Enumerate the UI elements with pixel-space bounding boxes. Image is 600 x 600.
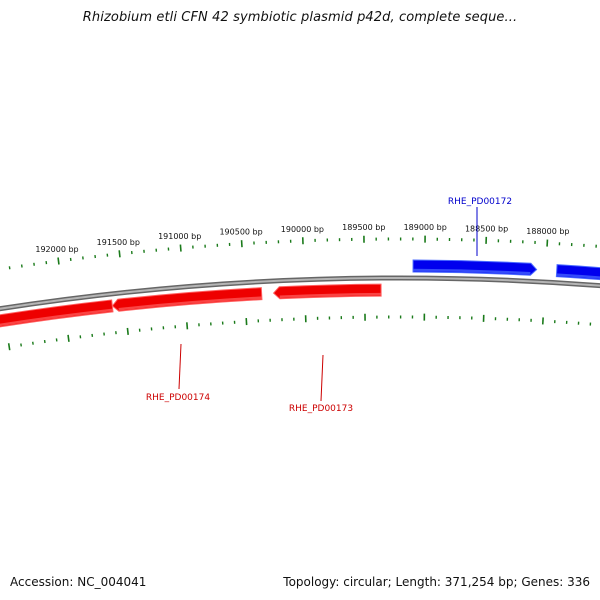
topology-summary: Topology: circular; Length: 371,254 bp; … [283,575,590,589]
map-title: Rhizobium etli CFN 42 symbiotic plasmid … [82,10,518,25]
tick-label: 190500 bp [219,228,262,237]
tick-label: 188000 bp [526,227,569,236]
outer-scale-major-tick [118,250,121,258]
gene-arrow-reverse-prev-shading [0,308,113,327]
tick-label: 191000 bp [158,232,201,241]
gene-arrow-rhe-pd00172-shading [413,268,531,275]
gene-label-rhe-pd00174: RHE_PD00174 [146,393,210,403]
leader-line-rhe-pd00173 [320,354,324,402]
outer-scale-major-tick [179,244,182,252]
inner-scale-major-tick [7,343,11,351]
gene-arrow-rhe-pd00173-shading [279,292,382,299]
tick-label: 191500 bp [97,238,140,247]
outer-scale-major-tick [57,257,60,265]
tick-label: 192000 bp [35,245,78,254]
inner-scale-major-tick [186,322,189,330]
inner-scale-major-tick [126,327,129,335]
gene-arrow-forward-next-shading [556,273,600,279]
tick-label: 189500 bp [342,223,385,232]
tick-label: 188500 bp [465,224,508,233]
gene-label-rhe-pd00172: RHE_PD00172 [448,197,512,207]
tick-label: 190000 bp [281,225,324,234]
gene-label-rhe-pd00173: RHE_PD00173 [289,404,353,414]
tick-label: 189000 bp [404,223,447,232]
backbone-arc [0,276,600,310]
leader-line-rhe-pd00174 [178,343,182,390]
inner-scale-major-tick [67,334,70,342]
gene-arrow-rhe-pd00174-shading [118,296,262,311]
accession-text: Accession: NC_004041 [10,575,147,589]
